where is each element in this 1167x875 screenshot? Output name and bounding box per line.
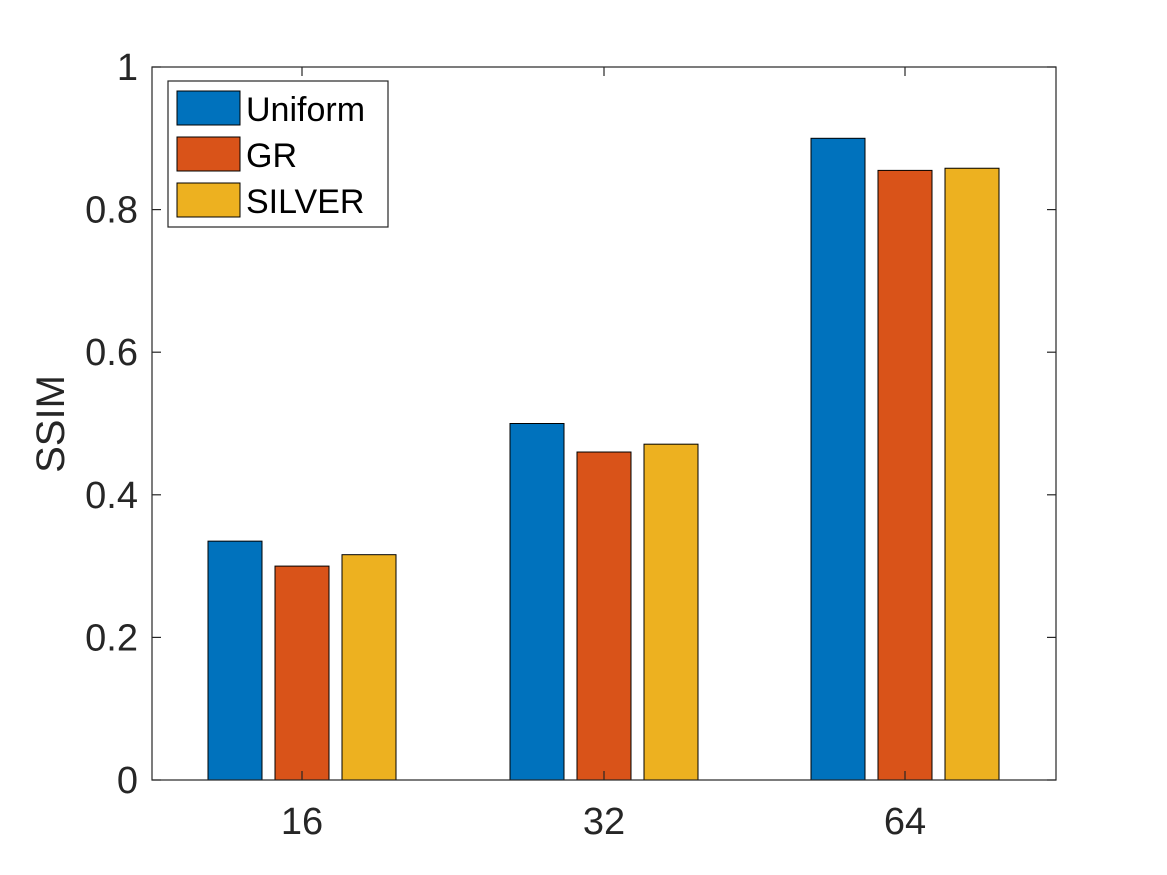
bars-group [207, 137, 1000, 781]
bar-uniform-64 [810, 137, 866, 781]
x-tick-label: 64 [884, 801, 926, 843]
bar-gr-64 [877, 169, 933, 781]
bar-gr-16 [274, 565, 330, 781]
y-tick-label: 0.4 [85, 475, 138, 517]
bar-silver-16 [341, 554, 397, 781]
bar-uniform-16 [207, 540, 263, 781]
legend-label-gr: GR [246, 137, 297, 175]
legend: Uniform GR SILVER [167, 80, 389, 228]
y-tick-label: 0.6 [85, 332, 138, 374]
y-tick-label: 0 [117, 760, 138, 802]
plot-area-frame [151, 66, 1057, 781]
x-axis-ticks: 16 32 64 [281, 67, 926, 843]
legend-label-silver: SILVER [246, 183, 364, 221]
y-tick-label: 1 [117, 47, 138, 89]
y-tick-label: 0.2 [85, 617, 138, 659]
legend-swatch-silver [176, 182, 241, 218]
x-tick-label: 32 [583, 801, 625, 843]
bar-gr-32 [576, 451, 632, 781]
x-tick-label: 16 [281, 801, 323, 843]
y-tick-label: 0.8 [85, 190, 138, 232]
bar-silver-32 [643, 443, 699, 781]
bar-silver-64 [944, 167, 1000, 781]
legend-label-uniform: Uniform [246, 91, 365, 129]
y-axis-label: SSIM [29, 375, 73, 473]
legend-swatch-gr [176, 136, 241, 172]
legend-swatch-uniform [176, 90, 241, 126]
y-axis-ticks: 0 0.2 0.4 0.6 0.8 1 [85, 47, 1056, 802]
bar-uniform-32 [509, 423, 565, 781]
